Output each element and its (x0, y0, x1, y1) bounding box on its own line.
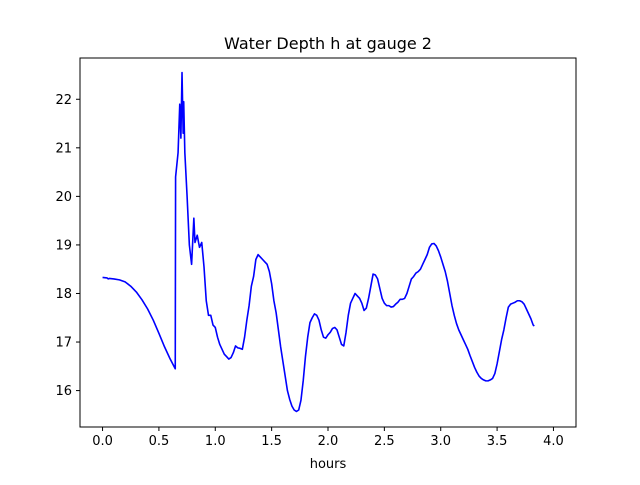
x-tick-label: 4.0 (543, 434, 564, 449)
x-tick-label: 1.0 (205, 434, 226, 449)
x-axis-label: hours (310, 457, 347, 472)
plot-area: 0.0 0.5 1.0 1.5 2.0 2.5 3.0 3.5 4.0 16 17 18 19 20 21 2… (55, 57, 577, 449)
x-tick-label: 2.0 (318, 434, 339, 449)
y-tick-label: 17 (55, 336, 72, 351)
x-tick-label: 3.0 (430, 434, 451, 449)
y-tick-label: 19 (55, 238, 72, 253)
x-tick-label: 2.5 (374, 434, 395, 449)
y-tick-label: 20 (55, 190, 72, 205)
series-line-0 (102, 71, 535, 413)
y-tick-label: 18 (55, 287, 72, 302)
y-tick-label: 21 (55, 141, 72, 156)
x-tick-label: 0.0 (92, 434, 113, 449)
x-tick-label: 3.5 (487, 434, 508, 449)
y-tick-label: 22 (55, 93, 72, 108)
plot-frame (79, 57, 577, 428)
y-tick-label: 16 (55, 384, 72, 399)
x-tick-label: 1.5 (261, 434, 282, 449)
x-tick-label: 0.5 (149, 434, 170, 449)
chart-title: Water Depth h at gauge 2 (224, 34, 432, 53)
